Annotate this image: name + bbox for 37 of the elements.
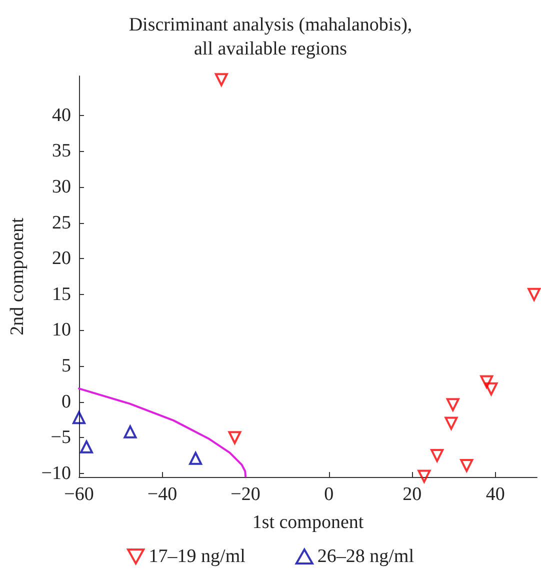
chart-title: Discriminant analysis (mahalanobis), all available regions [128, 14, 412, 60]
point [124, 425, 137, 438]
x-tick-label: 0 [324, 484, 334, 505]
point [446, 398, 460, 412]
y-axis-title: 2nd component [7, 216, 28, 336]
y-tick-label: 5 [62, 356, 71, 377]
x-tick-label: −40 [147, 484, 178, 505]
point [72, 411, 86, 424]
y-tick-label: 15 [52, 284, 71, 305]
point [484, 382, 498, 396]
legend-label: 26–28 ng/ml [317, 546, 414, 567]
point [444, 416, 458, 430]
y-tick-label: 30 [52, 176, 71, 198]
point [80, 440, 93, 454]
x-tick-label: −60 [64, 484, 94, 505]
point [228, 431, 242, 444]
point [189, 452, 202, 465]
line-series [78, 388, 247, 478]
point [460, 459, 474, 472]
x-tick-label: −20 [230, 484, 260, 505]
point [418, 470, 431, 483]
x-tick-label: 40 [486, 484, 505, 505]
y-tick-label: 35 [52, 140, 71, 162]
y-tick-label: 10 [52, 320, 71, 341]
legend-label: 17–19 ng/ml [148, 546, 246, 567]
y-tick-label: −5 [50, 427, 71, 448]
y-tick-label: 40 [52, 104, 71, 126]
point [528, 288, 541, 301]
y-tick-label: −10 [41, 462, 71, 484]
y-tick-label: 20 [52, 248, 71, 270]
y-tick-label: 25 [52, 212, 71, 234]
x-tick-label: 20 [402, 484, 422, 505]
point [214, 73, 228, 86]
x-axis-title: 1st component [252, 512, 364, 533]
point [430, 449, 444, 462]
y-tick-label: 0 [62, 391, 71, 412]
point [480, 375, 494, 388]
